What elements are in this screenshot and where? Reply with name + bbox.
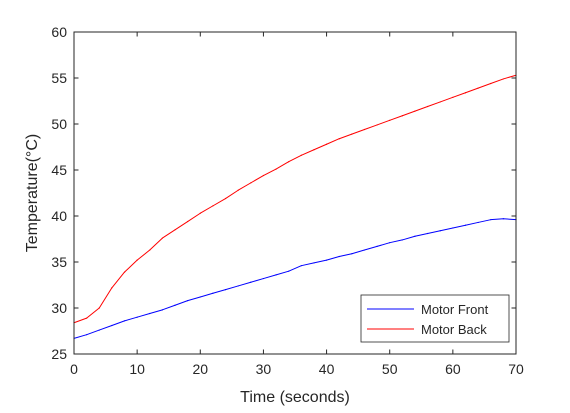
data-point-motor-front: [363, 249, 366, 251]
data-point-motor-front: [149, 312, 151, 315]
data-point-motor-front: [275, 274, 277, 276]
series-line-motor-front: [73, 218, 517, 339]
data-point-motor-back: [224, 197, 227, 200]
data-point-motor-back: [149, 249, 151, 251]
data-point-motor-front: [212, 292, 214, 294]
data-point-motor-front: [351, 253, 353, 255]
data-point-motor-front: [313, 262, 315, 264]
data-point-motor-back: [502, 78, 504, 80]
data-point-motor-front: [199, 296, 201, 298]
data-point-motor-front: [325, 259, 328, 261]
data-point-motor-front: [401, 239, 403, 241]
data-point-motor-back: [490, 82, 492, 85]
data-point-motor-back: [275, 168, 277, 170]
y-tick-label: 40: [51, 208, 67, 224]
data-point-motor-front: [288, 270, 290, 272]
data-point-motor-back: [111, 287, 113, 289]
data-point-motor-back: [338, 138, 340, 140]
x-tick-label: 0: [70, 361, 78, 377]
x-tick-label: 10: [129, 361, 145, 377]
y-tick-label: 35: [51, 254, 67, 270]
data-point-motor-front: [98, 329, 100, 331]
legend-label-motor-back: Motor Back: [421, 322, 487, 337]
legend: Motor Front Motor Back: [360, 294, 510, 343]
data-point-motor-front: [86, 334, 88, 336]
y-axis-label: Temperature(°C): [24, 134, 41, 252]
plot-frame: [73, 31, 517, 355]
data-point-motor-back: [452, 96, 454, 98]
data-point-motor-front: [174, 304, 176, 306]
data-point-motor-front: [502, 218, 504, 220]
data-point-motor-back: [212, 205, 214, 207]
y-tick-label: 25: [51, 346, 67, 362]
y-tick-label: 30: [51, 300, 67, 316]
data-point-motor-front: [161, 309, 163, 311]
data-point-motor-back: [325, 143, 328, 145]
data-point-motor-front: [187, 300, 189, 302]
data-point-motor-back: [98, 307, 100, 309]
data-point-motor-front: [224, 289, 227, 291]
data-point-motor-back: [187, 220, 189, 223]
data-point-motor-front: [427, 232, 429, 235]
data-point-motor-back: [174, 229, 176, 231]
x-tick-label: 40: [319, 361, 335, 377]
data-point-motor-front: [490, 219, 492, 221]
data-point-motor-front: [300, 265, 302, 267]
data-point-motor-front: [250, 281, 252, 283]
data-point-motor-front: [439, 230, 441, 232]
data-point-motor-back: [414, 110, 416, 112]
data-point-motor-front: [136, 316, 138, 318]
data-point-motor-back: [300, 154, 302, 156]
data-point-motor-front: [376, 245, 378, 247]
x-tick-label: 50: [382, 361, 398, 377]
data-point-motor-back: [161, 237, 163, 239]
data-point-motor-front: [464, 224, 467, 226]
legend-box: [360, 294, 510, 343]
data-point-motor-back: [123, 271, 126, 273]
data-point-motor-front: [452, 227, 454, 229]
data-point-motor-back: [439, 101, 441, 103]
data-point-motor-front: [111, 324, 113, 327]
x-tick-label: 60: [445, 361, 461, 377]
data-point-motor-back: [237, 189, 239, 191]
data-point-motor-back: [401, 115, 403, 117]
data-point-motor-back: [136, 259, 138, 261]
legend-label-motor-front: Motor Front: [421, 302, 489, 317]
x-tick-label: 70: [508, 361, 524, 377]
y-tick-label: 45: [51, 162, 67, 178]
x-axis-label: Time (seconds): [240, 389, 350, 406]
data-point-motor-back: [262, 174, 265, 177]
data-point-motor-back: [351, 133, 353, 135]
data-point-motor-back: [477, 87, 479, 89]
data-point-motor-back: [288, 161, 290, 163]
data-point-motor-back: [313, 149, 315, 151]
data-point-motor-front: [237, 285, 239, 287]
y-tick-label: 55: [51, 70, 67, 86]
series-layer: [73, 74, 517, 339]
data-point-motor-back: [86, 317, 88, 319]
x-tick-label: 30: [256, 361, 272, 377]
y-tick-label: 50: [51, 116, 67, 132]
data-point-motor-back: [464, 92, 467, 94]
data-point-motor-front: [123, 320, 126, 322]
data-point-motor-front: [262, 277, 265, 280]
data-point-motor-front: [389, 242, 391, 244]
data-point-motor-back: [199, 212, 201, 214]
y-tick-label: 60: [51, 24, 67, 40]
data-point-motor-front: [338, 255, 340, 258]
data-point-motor-back: [363, 128, 366, 131]
x-tick-label: 20: [192, 361, 208, 377]
data-point-motor-back: [376, 124, 378, 126]
data-point-motor-back: [427, 105, 429, 108]
data-point-motor-front: [414, 235, 416, 237]
data-point-motor-back: [389, 119, 391, 121]
tick-layer: 0 10 20 30 40 50 60 70 25 30 35 40 45 50 55 60: [51, 24, 524, 377]
data-point-motor-front: [477, 221, 479, 224]
data-point-motor-back: [250, 182, 252, 184]
series-line-motor-back: [73, 74, 517, 324]
